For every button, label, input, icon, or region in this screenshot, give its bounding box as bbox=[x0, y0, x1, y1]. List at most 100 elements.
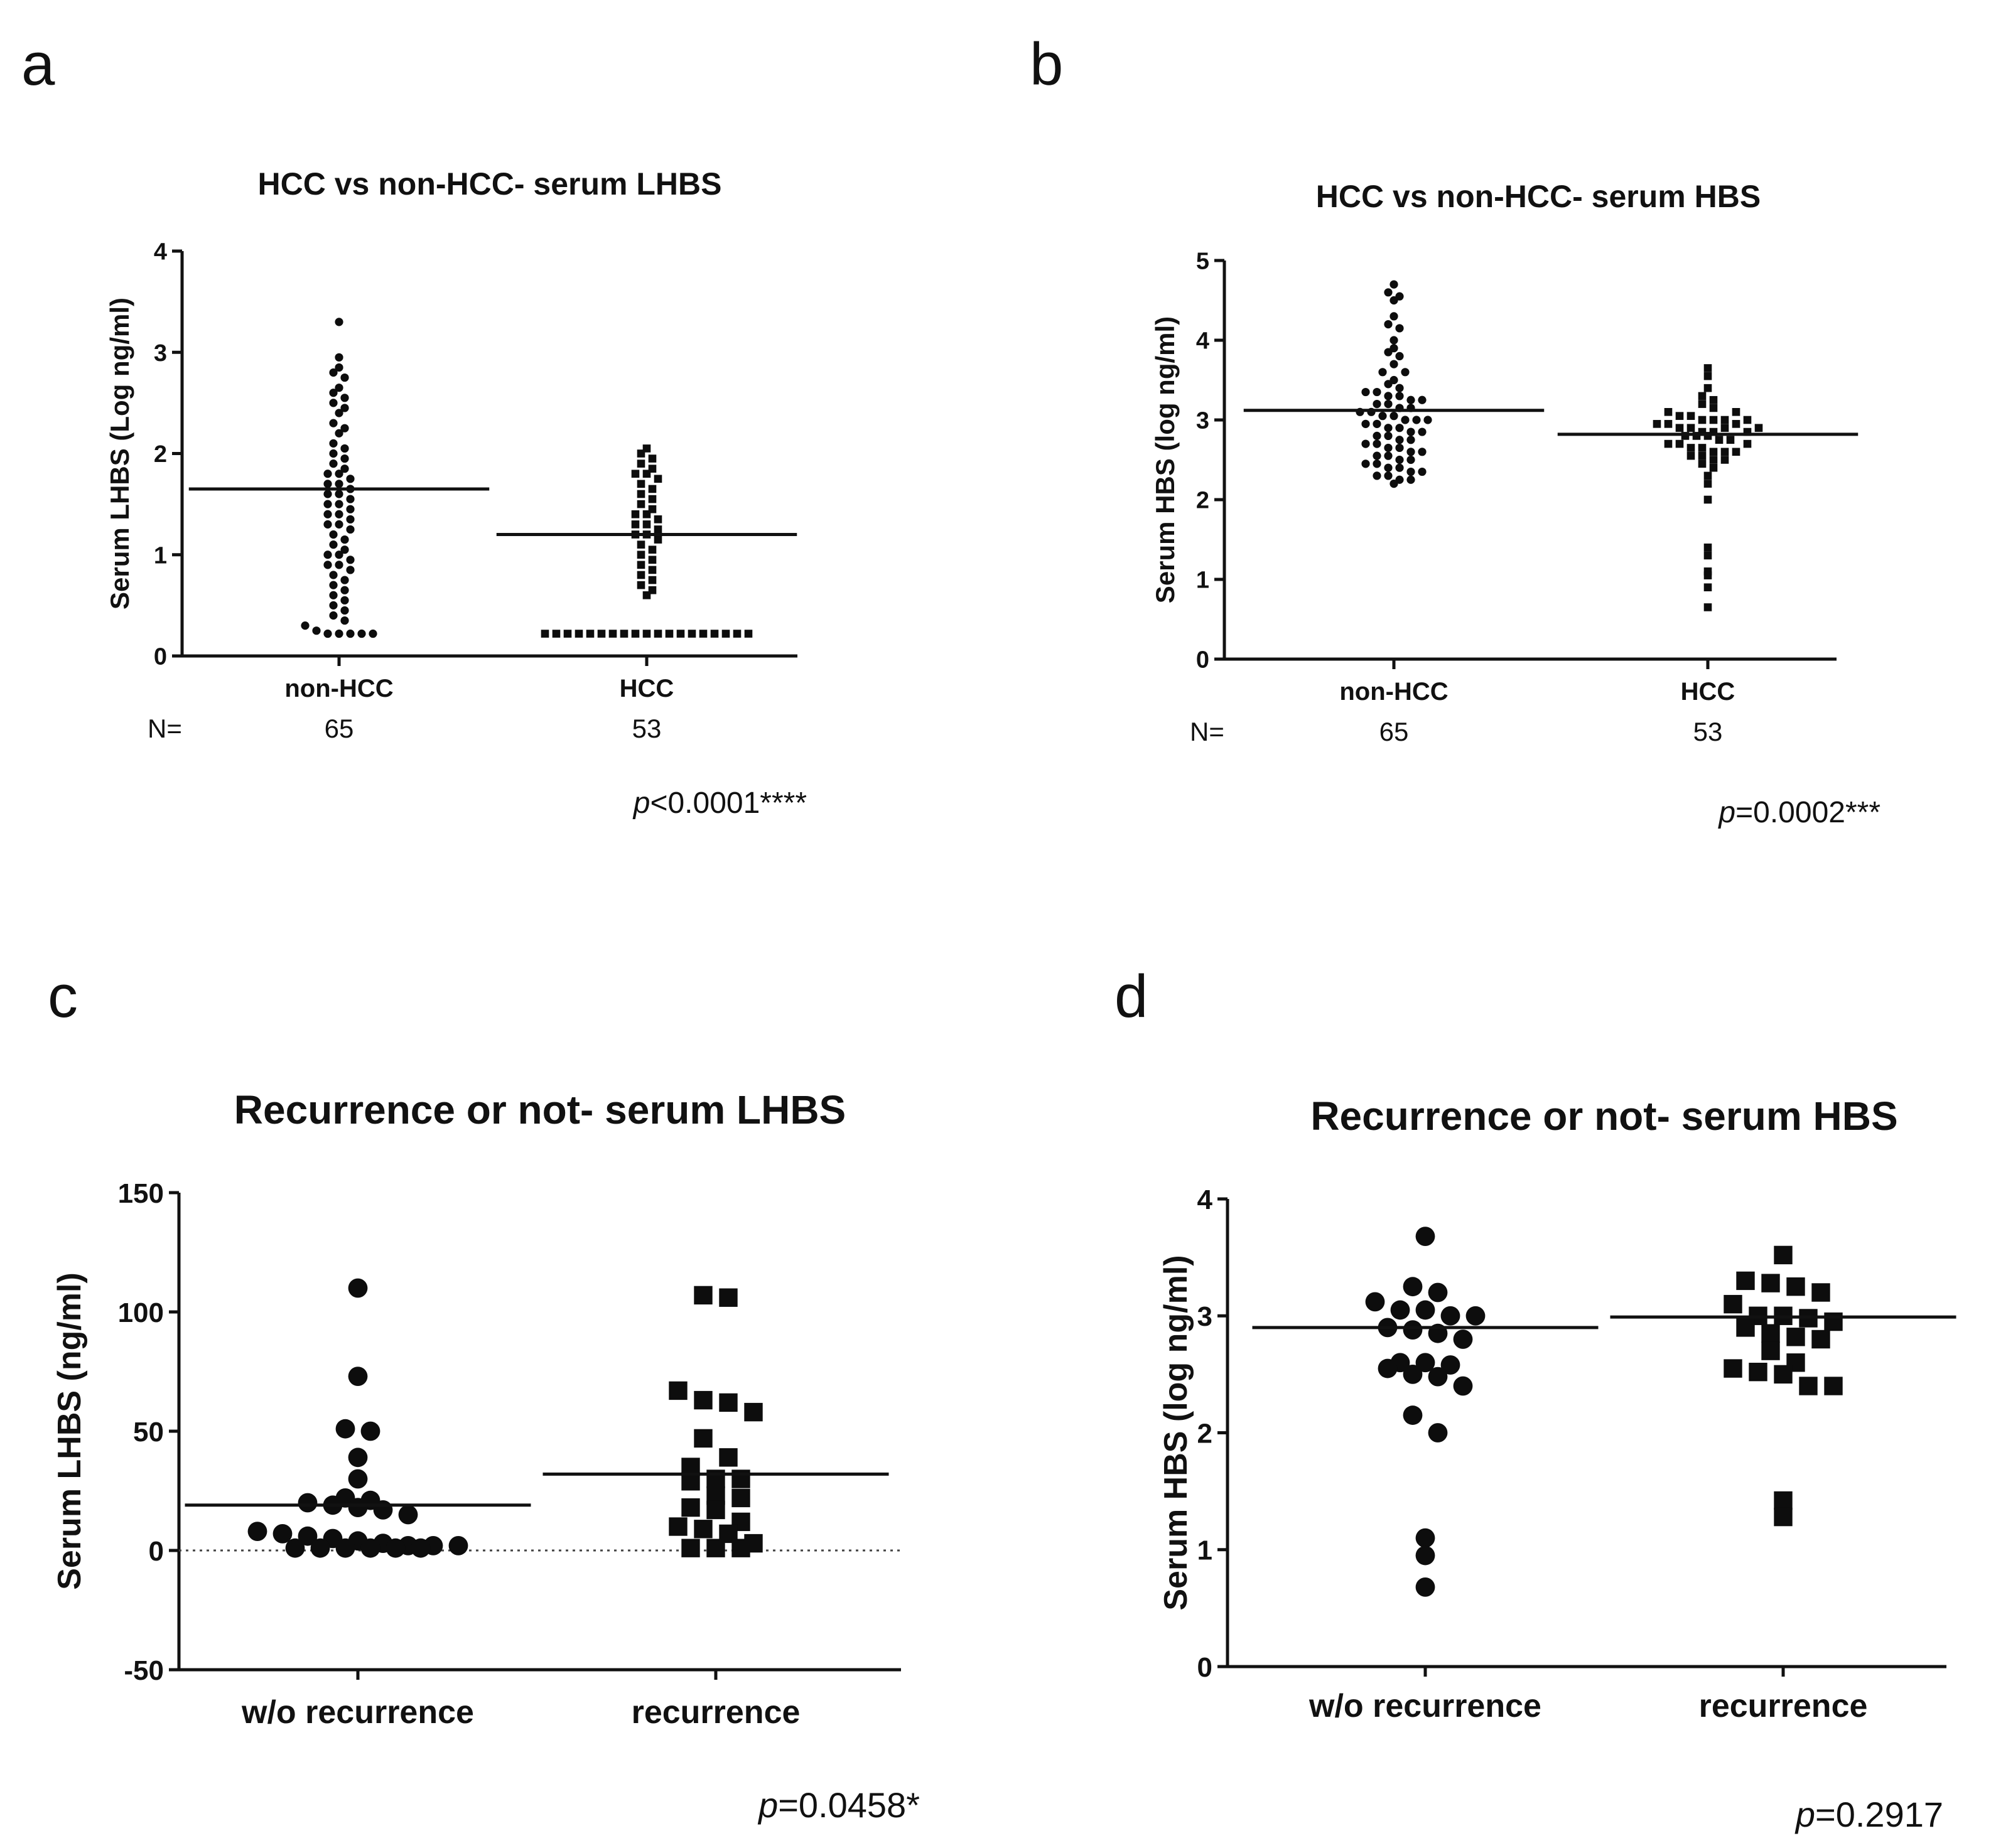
data-point-w-o-recurrence bbox=[1415, 1528, 1435, 1548]
panel-letter-c: c bbox=[48, 963, 78, 1030]
data-point-non-hcc bbox=[340, 616, 349, 625]
data-point-non-hcc bbox=[323, 510, 332, 518]
panel-a-chart: HCC vs non-HCC- serum LHBS 0 1 2 3 4 Serum LHB… bbox=[105, 166, 807, 820]
data-point-hcc bbox=[710, 630, 719, 638]
data-point-non-hcc bbox=[1389, 412, 1398, 421]
data-point-non-hcc bbox=[1361, 439, 1370, 448]
data-point-non-hcc bbox=[329, 459, 338, 468]
data-point-hcc bbox=[642, 520, 651, 529]
data-point-non-hcc bbox=[335, 409, 343, 417]
chart-title: Recurrence or not- serum HBS bbox=[1310, 1093, 1897, 1139]
data-point-hcc bbox=[733, 630, 742, 638]
data-point-hcc bbox=[654, 515, 662, 524]
data-point-non-hcc bbox=[357, 629, 366, 638]
data-point-recurrence bbox=[1774, 1245, 1793, 1265]
data-point-non-hcc bbox=[329, 399, 338, 407]
data-point-recurrence bbox=[1761, 1324, 1780, 1343]
data-point-non-hcc bbox=[340, 576, 349, 584]
data-point-non-hcc bbox=[346, 475, 355, 483]
y-tick-label: 4 bbox=[1197, 1185, 1213, 1215]
data-point-non-hcc bbox=[1373, 439, 1381, 448]
data-point-recurrence bbox=[1774, 1507, 1793, 1527]
data-point-hcc bbox=[541, 630, 549, 638]
data-point-non-hcc bbox=[340, 444, 349, 453]
data-point-recurrence bbox=[1786, 1277, 1805, 1296]
data-point-w-o-recurrence bbox=[373, 1500, 393, 1520]
data-point-w-o-recurrence bbox=[1440, 1355, 1460, 1375]
n-label: N= bbox=[1190, 717, 1224, 746]
data-point-recurrence bbox=[1774, 1365, 1793, 1384]
data-point-w-o-recurrence bbox=[1415, 1545, 1435, 1566]
chart-title: HCC vs non-HCC- serum LHBS bbox=[258, 166, 722, 201]
data-point-hcc bbox=[1664, 420, 1673, 428]
data-point-non-hcc bbox=[340, 404, 349, 412]
data-point-hcc bbox=[688, 630, 696, 638]
data-point-w-o-recurrence bbox=[348, 1469, 368, 1489]
data-point-hcc bbox=[1743, 439, 1752, 448]
data-point-non-hcc bbox=[1384, 348, 1393, 357]
data-point-hcc bbox=[637, 540, 645, 549]
data-point-hcc bbox=[1726, 436, 1735, 444]
data-point-non-hcc bbox=[1361, 419, 1370, 428]
data-point-w-o-recurrence bbox=[335, 1538, 355, 1558]
data-point-non-hcc bbox=[1373, 387, 1381, 397]
n-label: N= bbox=[148, 714, 182, 743]
data-point-hcc bbox=[1709, 416, 1718, 424]
data-point-hcc bbox=[637, 480, 645, 488]
data-point-hcc bbox=[1732, 420, 1740, 428]
data-point-non-hcc bbox=[335, 490, 343, 498]
data-point-hcc bbox=[1720, 424, 1729, 432]
data-point-hcc bbox=[637, 551, 645, 559]
data-point-non-hcc bbox=[1373, 400, 1381, 409]
data-point-non-hcc bbox=[340, 545, 349, 554]
data-point-non-hcc bbox=[329, 530, 338, 539]
data-point-non-hcc bbox=[1401, 416, 1410, 424]
x-tick-label: recurrence bbox=[632, 1694, 801, 1731]
data-point-non-hcc bbox=[1384, 431, 1393, 441]
y-tick-label: 5 bbox=[1196, 249, 1209, 275]
data-point-w-o-recurrence bbox=[360, 1538, 380, 1558]
data-point-non-hcc bbox=[329, 419, 338, 427]
data-point-non-hcc bbox=[323, 490, 332, 498]
data-point-hcc bbox=[1709, 456, 1718, 464]
x-tick-label: non-HCC bbox=[284, 675, 393, 702]
data-point-non-hcc bbox=[335, 561, 343, 569]
data-point-recurrence bbox=[1811, 1330, 1830, 1349]
data-point-hcc bbox=[597, 630, 606, 638]
y-tick-label: 2 bbox=[1196, 488, 1209, 514]
data-point-hcc bbox=[1686, 424, 1695, 432]
data-point-hcc bbox=[637, 500, 645, 508]
data-point-hcc bbox=[1732, 448, 1740, 456]
data-point-w-o-recurrence bbox=[360, 1421, 380, 1441]
data-point-non-hcc bbox=[1384, 380, 1393, 389]
chart-title: HCC vs non-HCC- serum HBS bbox=[1316, 179, 1761, 214]
data-point-hcc bbox=[648, 454, 657, 463]
data-point-non-hcc bbox=[1406, 436, 1415, 444]
data-point-hcc bbox=[1703, 372, 1712, 380]
data-point-w-o-recurrence bbox=[285, 1538, 305, 1558]
data-point-non-hcc bbox=[1384, 424, 1393, 432]
data-point-recurrence bbox=[744, 1402, 763, 1422]
data-point-non-hcc bbox=[1389, 336, 1398, 345]
data-point-non-hcc bbox=[346, 525, 355, 534]
data-point-hcc bbox=[1698, 400, 1707, 408]
data-point-hcc bbox=[642, 510, 651, 518]
data-point-recurrence bbox=[719, 1393, 738, 1412]
data-point-hcc bbox=[1703, 471, 1712, 480]
y-tick-label: 3 bbox=[154, 340, 167, 367]
data-point-non-hcc bbox=[329, 389, 338, 397]
data-point-hcc bbox=[665, 630, 674, 638]
data-point-hcc bbox=[1675, 424, 1684, 432]
data-point-w-o-recurrence bbox=[348, 1278, 368, 1298]
data-point-non-hcc bbox=[1384, 288, 1393, 297]
data-point-hcc bbox=[744, 630, 753, 638]
data-point-w-o-recurrence bbox=[1415, 1300, 1435, 1320]
data-point-hcc bbox=[642, 591, 651, 599]
data-point-non-hcc bbox=[1361, 459, 1370, 468]
y-tick-label: 4 bbox=[154, 239, 167, 266]
data-point-hcc bbox=[608, 630, 617, 638]
data-point-non-hcc bbox=[1384, 443, 1393, 453]
data-point-w-o-recurrence bbox=[272, 1524, 293, 1544]
data-point-recurrence bbox=[706, 1500, 725, 1520]
